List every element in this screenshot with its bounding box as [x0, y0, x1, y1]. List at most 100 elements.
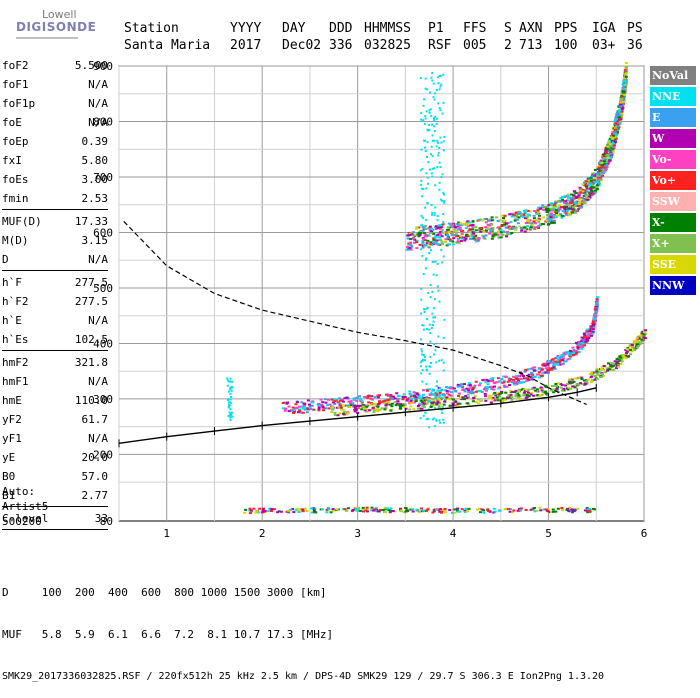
echo-x-trace: [574, 384, 578, 387]
echo-upper: [589, 188, 593, 191]
echo-spread: [431, 260, 434, 263]
echo-upper: [477, 229, 481, 232]
echo-o-trace: [292, 411, 296, 414]
echo-upper: [491, 226, 495, 229]
echo-upper: [501, 217, 505, 220]
echo-x-trace: [361, 404, 365, 407]
echo-x-trace: [572, 380, 576, 383]
echo-x-trace: [493, 391, 497, 394]
echo-spread: [419, 417, 422, 420]
echo-o-trace: [336, 401, 340, 404]
echo-o-trace: [580, 340, 584, 343]
echo-es-layer: [296, 507, 300, 510]
echo-upper: [556, 210, 560, 213]
echo-upper: [560, 216, 564, 219]
echo-upper: [501, 214, 505, 217]
echo-upper: [555, 214, 559, 217]
echo-o-trace: [484, 381, 488, 384]
echo-o-trace: [339, 404, 343, 407]
echo-x-trace: [348, 406, 352, 409]
echo-upper: [557, 206, 561, 209]
echo-spread: [431, 418, 434, 421]
header-value-4: 032825: [364, 38, 411, 53]
echo-o-trace: [389, 397, 393, 400]
echo-upper: [576, 196, 580, 199]
echo-o-trace: [324, 407, 328, 410]
echo-es-layer: [431, 511, 435, 514]
echo-o-trace: [310, 404, 314, 407]
echo-upper: [505, 230, 509, 233]
echo-spread: [435, 419, 438, 422]
echo-upper: [554, 200, 558, 203]
echo-upper: [495, 216, 499, 219]
echo-spread: [435, 380, 438, 383]
echo-upper: [432, 237, 436, 240]
echo-upper: [576, 204, 580, 207]
echo-x-trace: [582, 379, 586, 382]
echo-es-layer: [404, 507, 408, 510]
echo-x-trace: [573, 386, 577, 389]
echo-upper: [537, 218, 541, 221]
echo-o-trace: [504, 375, 508, 378]
echo-spread: [421, 380, 424, 383]
echo-upper: [441, 232, 445, 235]
echo-upper: [537, 206, 541, 209]
echo-o-trace: [435, 393, 439, 396]
echo-upper: [496, 220, 500, 223]
echo-x-trace: [518, 397, 522, 400]
echo-es-layer: [257, 507, 261, 510]
echo-upper: [597, 182, 601, 185]
echo-x-trace: [330, 411, 334, 414]
echo-x-trace: [509, 390, 513, 393]
echo-spread: [420, 287, 423, 290]
echo-upper: [618, 105, 622, 108]
echo-upper: [590, 189, 594, 192]
echo-x-trace: [596, 372, 600, 375]
echo-es-layer: [478, 511, 482, 514]
echo-spread: [431, 167, 434, 170]
echo-upper: [520, 229, 524, 232]
echo-es-layer: [254, 511, 258, 514]
echo-spread: [440, 248, 443, 251]
echo-upper: [468, 237, 472, 240]
echo-upper: [619, 101, 623, 104]
echo-es-layer: [365, 506, 369, 509]
param-value: N/A: [88, 78, 108, 91]
echo-o-trace: [533, 366, 537, 369]
echo-o-trace: [406, 397, 410, 400]
echo-upper: [565, 199, 569, 202]
echo-upper: [613, 136, 617, 139]
echo-es-layer: [439, 508, 443, 511]
echo-spread: [436, 165, 439, 168]
echo-es-layer: [450, 511, 454, 514]
echo-es-layer: [421, 509, 425, 512]
echo-spread: [422, 187, 425, 190]
echo-upper: [487, 227, 491, 230]
echo-upper: [447, 230, 451, 233]
echo-upper: [559, 197, 563, 200]
echo-x-trace: [632, 340, 636, 343]
echo-o-trace: [448, 387, 452, 390]
echo-o-trace: [576, 345, 580, 348]
echo-o-trace: [512, 381, 516, 384]
echo-x-trace: [367, 409, 371, 412]
echo-upper: [562, 205, 566, 208]
echo-upper: [439, 230, 443, 233]
echo-o-trace: [467, 389, 471, 392]
echo-upper: [593, 168, 597, 171]
echo-es-layer: [535, 509, 539, 512]
echo-o-trace: [301, 411, 305, 414]
echo-o-trace: [415, 397, 419, 400]
echo-o-trace: [445, 386, 449, 389]
echo-upper: [426, 239, 430, 242]
echo-upper: [519, 226, 523, 229]
echo-x-trace: [416, 405, 420, 408]
echo-x-trace: [555, 388, 559, 391]
echo-x-trace: [612, 368, 616, 371]
echo-upper: [490, 237, 494, 240]
echo-x-trace: [576, 377, 580, 380]
echo-o-trace: [519, 378, 523, 381]
echo-upper: [604, 161, 608, 164]
echo-x-trace: [629, 353, 633, 356]
echo-o-trace: [583, 344, 587, 347]
